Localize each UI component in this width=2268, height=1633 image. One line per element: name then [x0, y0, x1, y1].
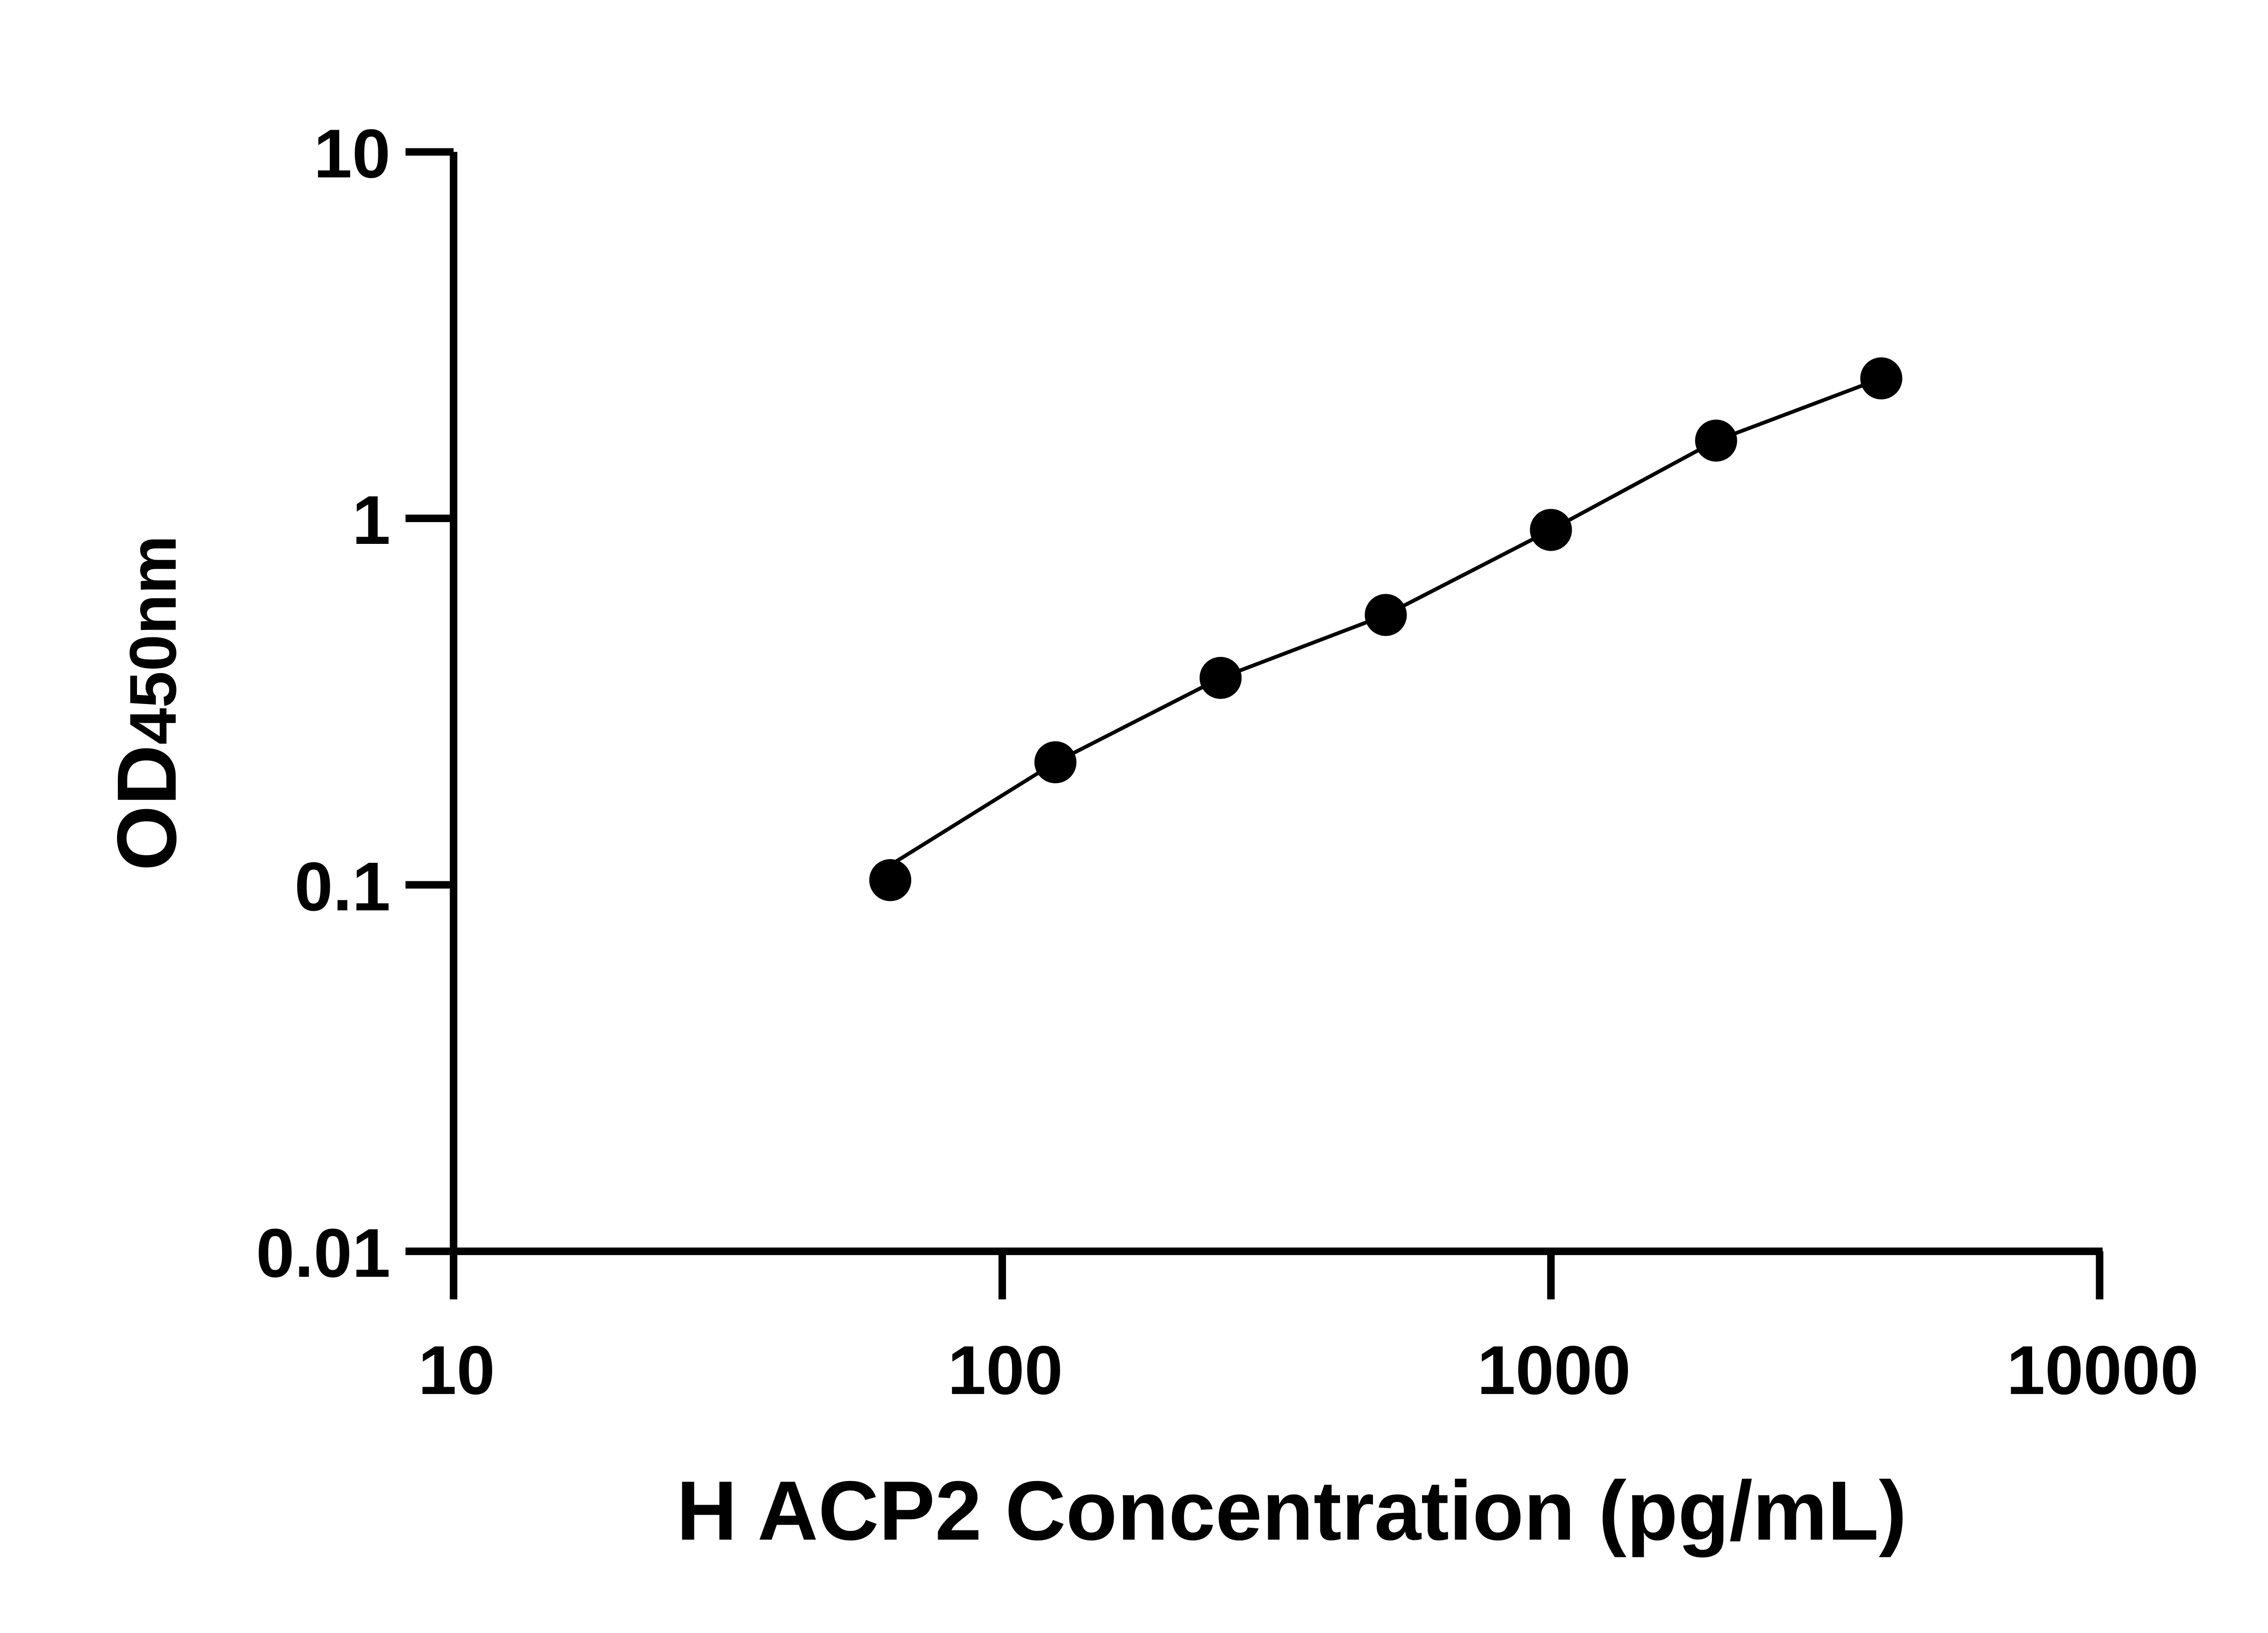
data-point: [869, 859, 911, 901]
x-axis-title: H ACP2 Concentration (pg/mL): [676, 1464, 1906, 1558]
y-tick-label: 0.1: [294, 848, 391, 925]
y-tick-label: 10: [313, 115, 390, 192]
data-point: [1860, 357, 1902, 400]
data-point: [1530, 508, 1572, 551]
y-axis-title: OD450nm: [100, 535, 194, 871]
axes: 10 100 1000 10000 0.01 0.1 1 10: [256, 115, 2199, 1409]
x-tick-label: 10: [418, 1332, 495, 1409]
data-point: [1199, 657, 1242, 699]
y-axis-title-main: OD: [100, 745, 194, 871]
y-tick-label: 1: [352, 482, 391, 559]
data-point: [1695, 419, 1737, 462]
y-tick-label: 0.01: [256, 1215, 390, 1292]
data-point: [1364, 594, 1407, 636]
y-axis-title-sub: 450nm: [116, 535, 190, 745]
data-point: [1034, 741, 1077, 783]
x-tick-label: 10000: [2007, 1332, 2199, 1409]
data-points: [869, 357, 1902, 901]
x-tick-label: 1000: [1477, 1332, 1631, 1409]
x-tick-label: 100: [948, 1332, 1063, 1409]
